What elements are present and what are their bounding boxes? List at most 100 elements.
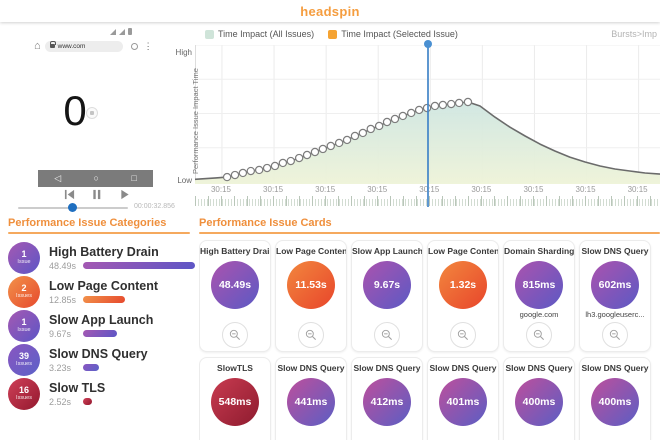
magnifier-minus-icon	[229, 329, 241, 341]
headspin-logo: headspin	[300, 3, 360, 19]
cards-title: Performance Issue Cards	[199, 217, 332, 229]
issue-card[interactable]: High Battery Drain 48.49s	[199, 240, 271, 352]
cards-grid: High Battery Drain 48.49s Low Page Conte…	[199, 240, 660, 440]
playback-timestamp: 00:00:32.856	[134, 203, 175, 210]
y-axis-title: Performance Issue Impact Time	[191, 68, 200, 174]
playback-controls	[62, 188, 132, 200]
issue-time-circle: 441ms	[287, 378, 335, 426]
issue-card[interactable]: Slow DNS Query 412ms	[351, 357, 423, 440]
reload-icon	[130, 42, 138, 50]
magnifier-minus-icon	[533, 329, 545, 341]
issue-time-circle: 9.67s	[363, 261, 411, 309]
issue-card[interactable]: Slow DNS Query 441ms	[275, 357, 347, 440]
issue-card[interactable]: Slow App Launch 9.67s	[351, 240, 423, 352]
issue-card[interactable]: Low Page Content 11.53s	[275, 240, 347, 352]
issue-host: lh3.googleuserc...	[585, 310, 645, 319]
issue-cards-section: Performance Issue Cards High Battery Dra…	[199, 217, 660, 440]
categories-list: 1 Issue High Battery Drain 48.49s 2 Issu…	[8, 241, 195, 411]
magnifier-minus-icon	[305, 329, 317, 341]
play-button[interactable]	[118, 188, 132, 200]
issue-count-badge: 1 Issue	[8, 242, 40, 274]
battery-icon	[128, 28, 132, 35]
home-icon: ⌂	[34, 40, 41, 52]
browser-url-bar: ⌂ www.com ⋮	[34, 39, 160, 53]
zoom-out-button[interactable]	[450, 322, 476, 348]
impact-bar	[83, 296, 125, 304]
nav-home-icon: ○	[93, 173, 99, 183]
skip-to-start-icon	[64, 189, 74, 199]
pause-button[interactable]	[90, 188, 104, 200]
signal-icon	[119, 29, 125, 35]
bursts-impact-label: Bursts>Imp	[611, 29, 657, 39]
category-item-high-battery-drain[interactable]: 1 Issue High Battery Drain 48.49s	[8, 241, 195, 275]
cards-title-rule	[199, 232, 660, 234]
issue-card[interactable]: Slow DNS Query 400ms	[503, 357, 575, 440]
issue-card[interactable]: Slow DNS Query 400ms	[579, 357, 651, 440]
overflow-menu-icon: ⋮	[143, 40, 153, 51]
issue-time-circle: 48.49s	[211, 261, 259, 309]
issue-card[interactable]: SlowTLS 548ms	[199, 357, 271, 440]
wifi-icon	[110, 29, 116, 35]
stopwatch-counter: 0	[63, 87, 87, 134]
nav-recents-icon: □	[131, 173, 137, 183]
category-item-low-page-content[interactable]: 2 Issues Low Page Content 12.85s	[8, 275, 190, 309]
url-pill: www.com	[44, 40, 123, 52]
stopwatch-button	[86, 107, 98, 119]
time-cursor[interactable]	[426, 44, 429, 207]
issue-count-badge: 16 Issues	[8, 378, 40, 410]
skip-to-start-button[interactable]	[62, 188, 76, 200]
pause-icon	[93, 189, 101, 199]
issue-time-circle: 400ms	[591, 378, 639, 426]
categories-title: Performance Issue Categories	[8, 217, 167, 229]
issue-host: google.com	[519, 310, 559, 319]
magnifier-minus-icon	[609, 329, 621, 341]
issue-time-circle: 11.53s	[287, 261, 335, 309]
zoom-out-button[interactable]	[374, 322, 400, 348]
impact-bar	[83, 262, 195, 270]
issue-time-circle: 400ms	[515, 378, 563, 426]
issue-time-circle: 401ms	[439, 378, 487, 426]
issue-count-badge: 1 Issue	[8, 310, 40, 342]
issue-time-circle: 602ms	[591, 261, 639, 309]
issue-card[interactable]: Slow DNS Query 602ms lh3.googleuserc...	[579, 240, 651, 352]
app-header: headspin	[0, 0, 660, 22]
issue-time-circle: 412ms	[363, 378, 411, 426]
play-icon	[121, 189, 129, 199]
zoom-out-button[interactable]	[298, 322, 324, 348]
issue-card[interactable]: Low Page Content 1.32s	[427, 240, 499, 352]
legend-all-issues: Time Impact (All Issues)	[205, 29, 314, 39]
category-item-slow-dns-query[interactable]: 39 Issues Slow DNS Query 3.23s	[8, 343, 190, 377]
time-cursor-handle[interactable]	[423, 40, 432, 48]
legend-swatch-all-issues	[205, 29, 214, 39]
device-status-bar	[110, 28, 132, 35]
issue-count-badge: 2 Issues	[8, 276, 40, 308]
impact-bar	[83, 364, 99, 372]
zoom-out-button[interactable]	[602, 322, 628, 348]
playback-slider-thumb[interactable]	[68, 203, 77, 212]
y-axis-high-label: High	[175, 48, 192, 57]
category-item-slow-app-launch[interactable]: 1 Issue Slow App Launch 9.67s	[8, 309, 190, 343]
legend-swatch-selected-issue	[328, 29, 338, 39]
issue-card[interactable]: Domain Sharding 815ms google.com	[503, 240, 575, 352]
zoom-out-button[interactable]	[526, 322, 552, 348]
magnifier-minus-icon	[457, 329, 469, 341]
category-item-slow-tls[interactable]: 16 Issues Slow TLS 2.52s	[8, 377, 190, 411]
x-axis-ticks: 30:15 30:15 30:15 30:15 30:15 30:15 30:15 30:15…	[210, 185, 648, 194]
zoom-out-button[interactable]	[222, 322, 248, 348]
nav-back-icon: ◁	[54, 173, 62, 183]
issue-categories-section: Performance Issue Categories 1 Issue Hig…	[8, 217, 195, 440]
issue-time-circle: 815ms	[515, 261, 563, 309]
issue-count-badge: 39 Issues	[8, 344, 40, 376]
chart-legend: Time Impact (All Issues) Time Impact (Se…	[205, 29, 458, 39]
device-screen-panel: ⌂ www.com ⋮ 0 ◁ ○ □ 0	[0, 22, 195, 216]
issue-time-circle: 548ms	[211, 378, 259, 426]
issue-card[interactable]: Slow DNS Query 401ms	[427, 357, 499, 440]
magnifier-minus-icon	[381, 329, 393, 341]
categories-title-rule	[8, 232, 190, 234]
url-text: www.com	[57, 42, 86, 50]
android-nav-bar: ◁ ○ □	[38, 170, 153, 187]
y-axis-low-label: Low	[177, 176, 192, 185]
lock-icon	[49, 41, 57, 48]
impact-bar	[83, 398, 92, 406]
